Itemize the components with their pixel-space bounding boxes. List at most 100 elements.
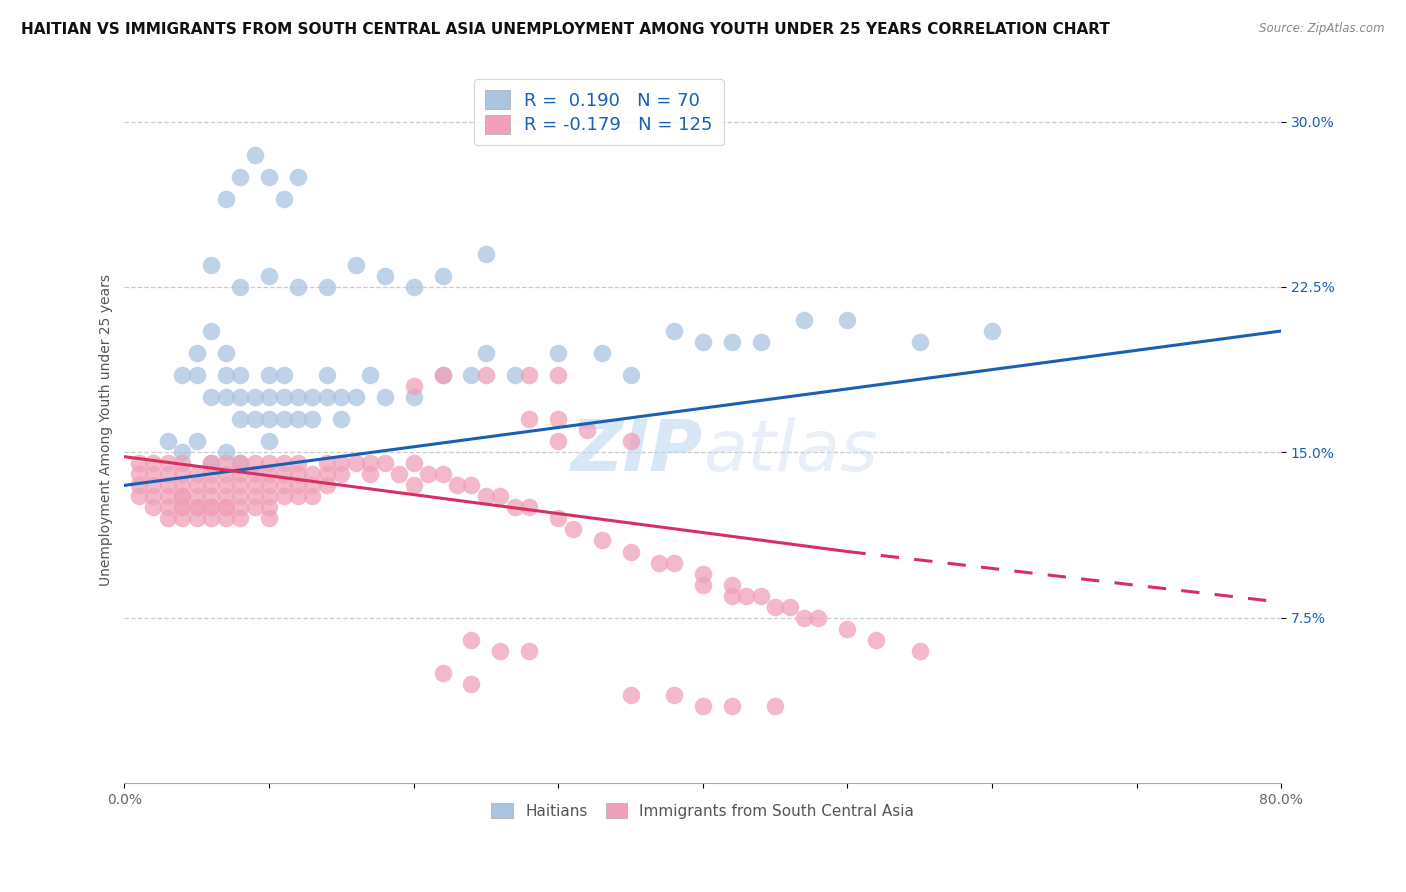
Point bbox=[402, 478, 425, 492]
Point bbox=[200, 489, 222, 503]
Point bbox=[229, 456, 252, 470]
Point bbox=[547, 412, 569, 426]
Point bbox=[172, 489, 194, 503]
Point bbox=[720, 577, 742, 591]
Point bbox=[432, 268, 454, 283]
Point bbox=[156, 456, 179, 470]
Point bbox=[257, 412, 280, 426]
Point bbox=[547, 368, 569, 383]
Point bbox=[330, 390, 353, 404]
Text: Source: ZipAtlas.com: Source: ZipAtlas.com bbox=[1260, 22, 1385, 36]
Point bbox=[503, 368, 526, 383]
Point bbox=[243, 478, 266, 492]
Point bbox=[908, 644, 931, 658]
Point bbox=[547, 511, 569, 525]
Point bbox=[720, 589, 742, 603]
Point bbox=[273, 390, 295, 404]
Point bbox=[981, 324, 1004, 338]
Point bbox=[128, 467, 150, 482]
Point bbox=[662, 688, 685, 702]
Text: HAITIAN VS IMMIGRANTS FROM SOUTH CENTRAL ASIA UNEMPLOYMENT AMONG YOUTH UNDER 25 : HAITIAN VS IMMIGRANTS FROM SOUTH CENTRAL… bbox=[21, 22, 1109, 37]
Point bbox=[215, 368, 238, 383]
Point bbox=[273, 489, 295, 503]
Point bbox=[374, 268, 396, 283]
Point bbox=[402, 280, 425, 294]
Point bbox=[172, 500, 194, 515]
Point bbox=[215, 489, 238, 503]
Point bbox=[432, 665, 454, 680]
Point bbox=[128, 456, 150, 470]
Point bbox=[315, 368, 337, 383]
Point bbox=[547, 346, 569, 360]
Point bbox=[273, 368, 295, 383]
Point bbox=[229, 489, 252, 503]
Point bbox=[200, 478, 222, 492]
Text: ZIP: ZIP bbox=[571, 417, 703, 486]
Point bbox=[315, 456, 337, 470]
Point bbox=[517, 500, 540, 515]
Point bbox=[172, 489, 194, 503]
Point bbox=[172, 511, 194, 525]
Point bbox=[257, 368, 280, 383]
Point bbox=[301, 467, 323, 482]
Point bbox=[432, 368, 454, 383]
Point bbox=[229, 368, 252, 383]
Point bbox=[460, 677, 482, 691]
Point bbox=[475, 247, 498, 261]
Point bbox=[257, 434, 280, 449]
Legend: Haitians, Immigrants from South Central Asia: Haitians, Immigrants from South Central … bbox=[485, 797, 921, 825]
Point bbox=[200, 511, 222, 525]
Point bbox=[402, 379, 425, 393]
Point bbox=[186, 489, 208, 503]
Point bbox=[315, 467, 337, 482]
Point bbox=[489, 489, 512, 503]
Point bbox=[720, 698, 742, 713]
Point bbox=[517, 412, 540, 426]
Point bbox=[243, 412, 266, 426]
Point bbox=[692, 698, 714, 713]
Point bbox=[200, 467, 222, 482]
Point bbox=[229, 390, 252, 404]
Point bbox=[489, 644, 512, 658]
Point bbox=[475, 368, 498, 383]
Point bbox=[648, 556, 671, 570]
Point bbox=[257, 511, 280, 525]
Point bbox=[229, 456, 252, 470]
Point bbox=[475, 489, 498, 503]
Point bbox=[243, 467, 266, 482]
Point bbox=[257, 467, 280, 482]
Point bbox=[243, 456, 266, 470]
Point bbox=[374, 390, 396, 404]
Point bbox=[591, 346, 613, 360]
Point bbox=[142, 467, 165, 482]
Point bbox=[301, 412, 323, 426]
Point bbox=[287, 489, 309, 503]
Point bbox=[186, 500, 208, 515]
Point bbox=[215, 478, 238, 492]
Point bbox=[229, 467, 252, 482]
Point bbox=[229, 280, 252, 294]
Point bbox=[793, 313, 815, 327]
Point bbox=[301, 489, 323, 503]
Point bbox=[128, 478, 150, 492]
Point bbox=[287, 456, 309, 470]
Point bbox=[172, 456, 194, 470]
Point bbox=[402, 390, 425, 404]
Point bbox=[273, 192, 295, 206]
Point bbox=[215, 456, 238, 470]
Point bbox=[142, 478, 165, 492]
Point bbox=[186, 467, 208, 482]
Point bbox=[215, 511, 238, 525]
Point bbox=[591, 533, 613, 548]
Point bbox=[619, 544, 641, 558]
Point bbox=[200, 500, 222, 515]
Point bbox=[793, 610, 815, 624]
Point bbox=[807, 610, 830, 624]
Point bbox=[315, 390, 337, 404]
Point bbox=[257, 268, 280, 283]
Point bbox=[229, 169, 252, 184]
Point bbox=[359, 368, 381, 383]
Point bbox=[200, 324, 222, 338]
Point bbox=[200, 456, 222, 470]
Point bbox=[186, 368, 208, 383]
